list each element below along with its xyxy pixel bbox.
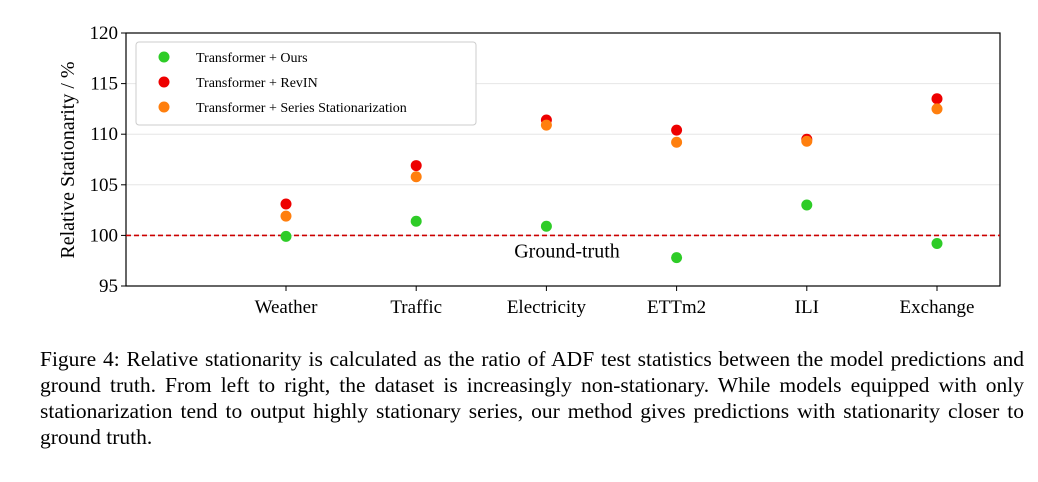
y-axis: 95 100 105 110 115 120 <box>90 23 126 297</box>
plot-frame <box>125 32 1001 287</box>
legend-label: Transformer + Series Stationarization <box>196 101 407 116</box>
data-point <box>410 171 422 183</box>
y-tick-label: 105 <box>90 175 119 196</box>
y-tick-label: 95 <box>99 276 118 297</box>
x-tick-label: ETTm2 <box>647 297 706 318</box>
x-axis: Weather Traffic Electricity ETTm2 ILI Exchang… <box>255 286 975 318</box>
data-point <box>280 198 292 210</box>
legend-box <box>135 41 477 126</box>
x-tick-label: Exchange <box>900 297 975 318</box>
legend-marker <box>158 101 170 113</box>
y-tick-label: 110 <box>90 124 118 145</box>
legend-label: Transformer + Ours <box>196 51 308 66</box>
x-tick-label: Electricity <box>507 297 587 318</box>
figure-caption: Figure 4: Relative stationarity is calcu… <box>40 347 1024 449</box>
data-point <box>540 119 552 131</box>
legend-label: Transformer + RevIN <box>196 76 318 91</box>
data-point <box>931 103 943 115</box>
legend: Transformer + Ours Transformer + RevIN Tra… <box>135 41 477 126</box>
data-point <box>671 252 683 264</box>
data-points <box>280 93 943 264</box>
data-point <box>801 135 813 147</box>
y-tick-label: 115 <box>90 74 118 95</box>
data-point <box>931 237 943 249</box>
data-point <box>410 215 422 227</box>
legend-marker <box>158 51 170 63</box>
x-tick-label: Traffic <box>390 297 442 318</box>
y-tick-label: 120 <box>90 23 119 44</box>
data-point <box>540 220 552 232</box>
data-point <box>671 136 683 148</box>
data-point <box>801 199 813 211</box>
data-point <box>280 230 292 242</box>
x-tick-label: Weather <box>255 297 318 318</box>
legend-marker <box>158 76 170 88</box>
data-point <box>280 210 292 222</box>
data-point <box>410 160 422 172</box>
data-point <box>671 124 683 136</box>
ground-truth-label: Ground-truth <box>514 240 620 262</box>
x-tick-label: ILI <box>795 297 819 318</box>
y-tick-label: 100 <box>90 225 119 246</box>
data-point <box>931 93 943 105</box>
chart: Ground-truth 95 100 105 110 115 120 Weather Tr… <box>57 23 1001 318</box>
y-axis-label: Relative Stationarity / % <box>57 61 79 258</box>
